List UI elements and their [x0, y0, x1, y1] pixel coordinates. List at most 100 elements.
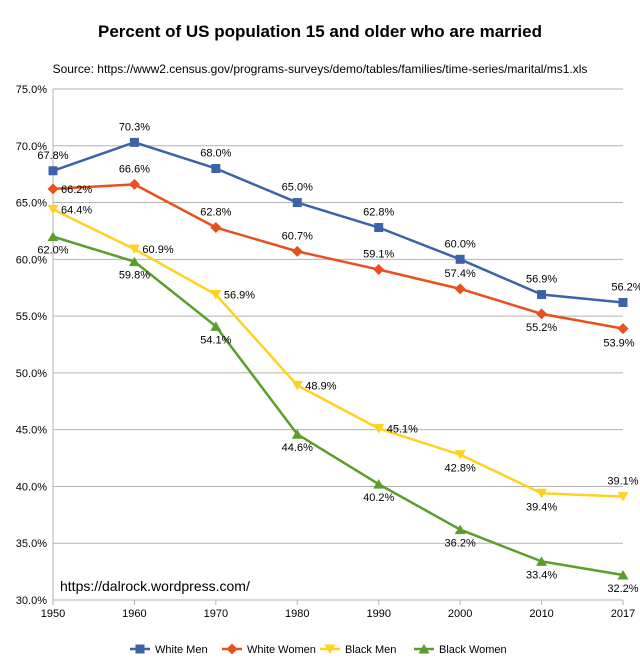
x-tick-label: 1980	[285, 608, 309, 620]
legend-label-black-women: Black Women	[439, 644, 507, 656]
data-point-black-men	[454, 450, 466, 460]
x-tick-label: 1970	[204, 608, 228, 620]
data-label-black-men: 45.1%	[387, 424, 418, 436]
data-label-white-men: 70.3%	[119, 121, 150, 133]
legend-label-white-women: White Women	[247, 644, 316, 656]
y-tick-label: 50.0%	[16, 368, 47, 380]
data-point-black-women	[617, 570, 629, 580]
data-point-white-men	[618, 297, 628, 307]
data-label-black-women: 32.2%	[607, 583, 638, 595]
data-point-white-women	[536, 308, 548, 320]
data-point-white-men	[48, 166, 58, 176]
data-label-white-men: 62.8%	[363, 207, 394, 219]
y-tick-label: 35.0%	[16, 538, 47, 550]
axes: 30.0% 35.0% 40.0% 45.0% 50.0% 55.0% 60.0% 65.0%…	[16, 84, 635, 620]
chart-subtitle: Source: https://www2.census.gov/programs…	[53, 62, 588, 76]
data-label-white-women: 57.4%	[445, 268, 476, 280]
series-markers	[47, 137, 629, 580]
data-point-black-women	[291, 429, 303, 439]
data-point-white-women	[128, 178, 140, 190]
x-tick-label: 1960	[122, 608, 146, 620]
series-line-black-women	[52, 235, 624, 577]
chart-title: Percent of US population 15 and older wh…	[98, 22, 542, 41]
data-label-black-men: 39.1%	[607, 476, 638, 488]
data-label-black-women: 44.6%	[282, 442, 313, 454]
data-label-black-men: 42.8%	[445, 463, 476, 475]
data-point-black-women	[47, 231, 59, 242]
data-label-white-women: 53.9%	[603, 338, 634, 350]
data-label-white-women: 60.7%	[282, 230, 313, 242]
data-point-white-men	[537, 290, 547, 300]
data-point-black-women	[128, 256, 140, 267]
data-label-white-women: 59.1%	[363, 249, 394, 261]
y-tick-label: 65.0%	[16, 198, 47, 210]
data-label-black-women: 36.2%	[445, 538, 476, 550]
data-point-white-women	[373, 264, 385, 276]
data-point-white-men	[292, 198, 302, 208]
data-point-black-men	[47, 204, 59, 215]
data-point-white-men	[455, 254, 465, 264]
series-line-white-men	[52, 141, 624, 304]
data-label-black-women: 62.0%	[37, 245, 68, 257]
data-point-white-women	[210, 222, 222, 234]
data-point-black-women	[536, 556, 548, 566]
data-label-black-women: 40.2%	[363, 492, 394, 504]
data-point-black-women	[373, 479, 385, 489]
legend: White Men White Women Black Men Black Women	[130, 643, 507, 656]
data-label-black-men: 48.9%	[305, 380, 336, 392]
data-point-black-women	[454, 524, 466, 535]
y-tick-label: 70.0%	[16, 141, 47, 153]
legend-marker-white-women	[226, 643, 238, 655]
data-labels: 67.8% 70.3% 68.0% 65.0% 62.8% 60.0% 56.9% 56.2%…	[37, 121, 640, 595]
data-label-black-men: 56.9%	[224, 290, 255, 302]
data-label-white-men: 67.8%	[37, 150, 68, 162]
y-tick-label: 75.0%	[16, 84, 47, 96]
data-point-black-men	[536, 488, 548, 499]
y-tick-label: 40.0%	[16, 481, 47, 493]
data-label-black-men: 64.4%	[61, 204, 92, 216]
data-point-black-men	[617, 492, 629, 502]
x-tick-label: 1990	[366, 608, 390, 620]
chart-annotation: https://dalrock.wordpress.com/	[60, 578, 250, 594]
data-label-white-women: 62.8%	[200, 207, 231, 219]
legend-marker-white-men	[135, 644, 145, 654]
data-label-white-women: 66.2%	[61, 184, 92, 196]
data-point-black-men	[210, 290, 222, 300]
data-label-black-women: 33.4%	[526, 569, 557, 581]
x-tick-label: 2017	[611, 608, 635, 620]
legend-marker-black-women	[418, 644, 430, 654]
data-point-white-women	[617, 323, 629, 335]
x-tick-label: 2000	[448, 608, 472, 620]
y-tick-label: 55.0%	[16, 311, 47, 323]
data-point-black-men	[373, 424, 385, 434]
data-label-white-men: 56.2%	[611, 281, 640, 293]
data-label-white-men: 60.0%	[445, 238, 476, 250]
grid	[53, 88, 623, 601]
data-point-white-women	[454, 283, 466, 295]
data-point-white-men	[129, 137, 139, 147]
x-tick-label: 1950	[41, 608, 65, 620]
data-label-white-women: 66.6%	[119, 163, 150, 175]
y-tick-label: 45.0%	[16, 425, 47, 437]
data-label-white-women: 55.2%	[526, 322, 557, 334]
legend-label-white-men: White Men	[155, 644, 208, 656]
data-point-black-women	[210, 321, 222, 331]
data-label-black-women: 59.8%	[119, 270, 150, 282]
data-label-black-men: 60.9%	[142, 244, 173, 256]
data-point-white-men	[374, 223, 384, 233]
data-point-black-men	[291, 380, 303, 391]
data-label-black-men: 39.4%	[526, 501, 557, 513]
data-label-white-men: 56.9%	[526, 274, 557, 286]
series-lines	[52, 141, 624, 577]
data-point-white-women	[47, 183, 59, 195]
y-tick-label: 60.0%	[16, 254, 47, 266]
data-label-white-men: 68.0%	[200, 147, 231, 159]
data-point-white-women	[291, 245, 303, 257]
series-line-white-women	[52, 183, 624, 330]
x-tick-label: 2010	[529, 608, 553, 620]
legend-label-black-men: Black Men	[345, 644, 396, 656]
data-label-white-men: 65.0%	[282, 182, 313, 194]
data-point-white-men	[211, 163, 221, 173]
